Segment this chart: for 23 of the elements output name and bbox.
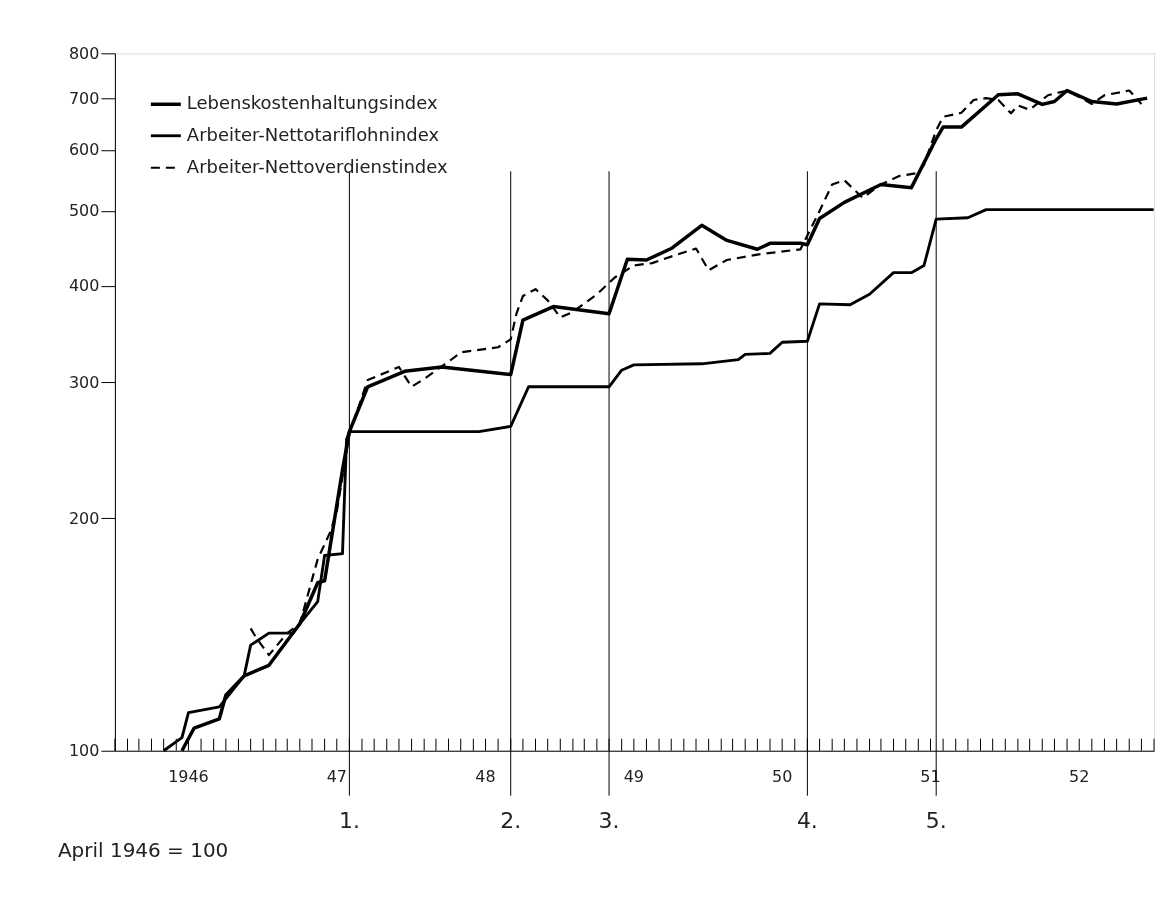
- y-tick-label: 100: [68, 741, 100, 761]
- legend-label: Arbeiter-Nettotariflohnindex: [186, 123, 440, 145]
- text: April 1946 = 100: [57, 837, 229, 862]
- y-tick-label: 300: [68, 372, 100, 392]
- ref-line-label: 4.: [796, 807, 818, 833]
- legend-label: Arbeiter-Nettoverdienstindex: [186, 155, 448, 177]
- x-tick-label: 50: [772, 766, 793, 786]
- y-tick-label: 200: [68, 508, 100, 528]
- x-tick-label: 1946: [168, 766, 209, 786]
- x-tick-label: 48: [475, 766, 496, 786]
- y-tick-label: 400: [68, 276, 100, 296]
- legend-label: Lebenskostenhaltungsindex: [186, 92, 438, 114]
- ref-line-label: 5.: [925, 807, 947, 833]
- ref-line-label: 2.: [500, 807, 522, 833]
- x-tick-label: 47: [326, 766, 347, 786]
- y-tick-label: 600: [68, 140, 100, 160]
- y-tick-label: 800: [68, 43, 100, 63]
- y-tick-label: 500: [68, 201, 100, 221]
- ref-line-label: 1.: [338, 807, 360, 833]
- ref-line-label: 3.: [598, 807, 620, 833]
- x-tick-label: 52: [1069, 766, 1090, 786]
- y-tick-label: 700: [68, 88, 100, 108]
- x-tick-label: 49: [623, 766, 645, 786]
